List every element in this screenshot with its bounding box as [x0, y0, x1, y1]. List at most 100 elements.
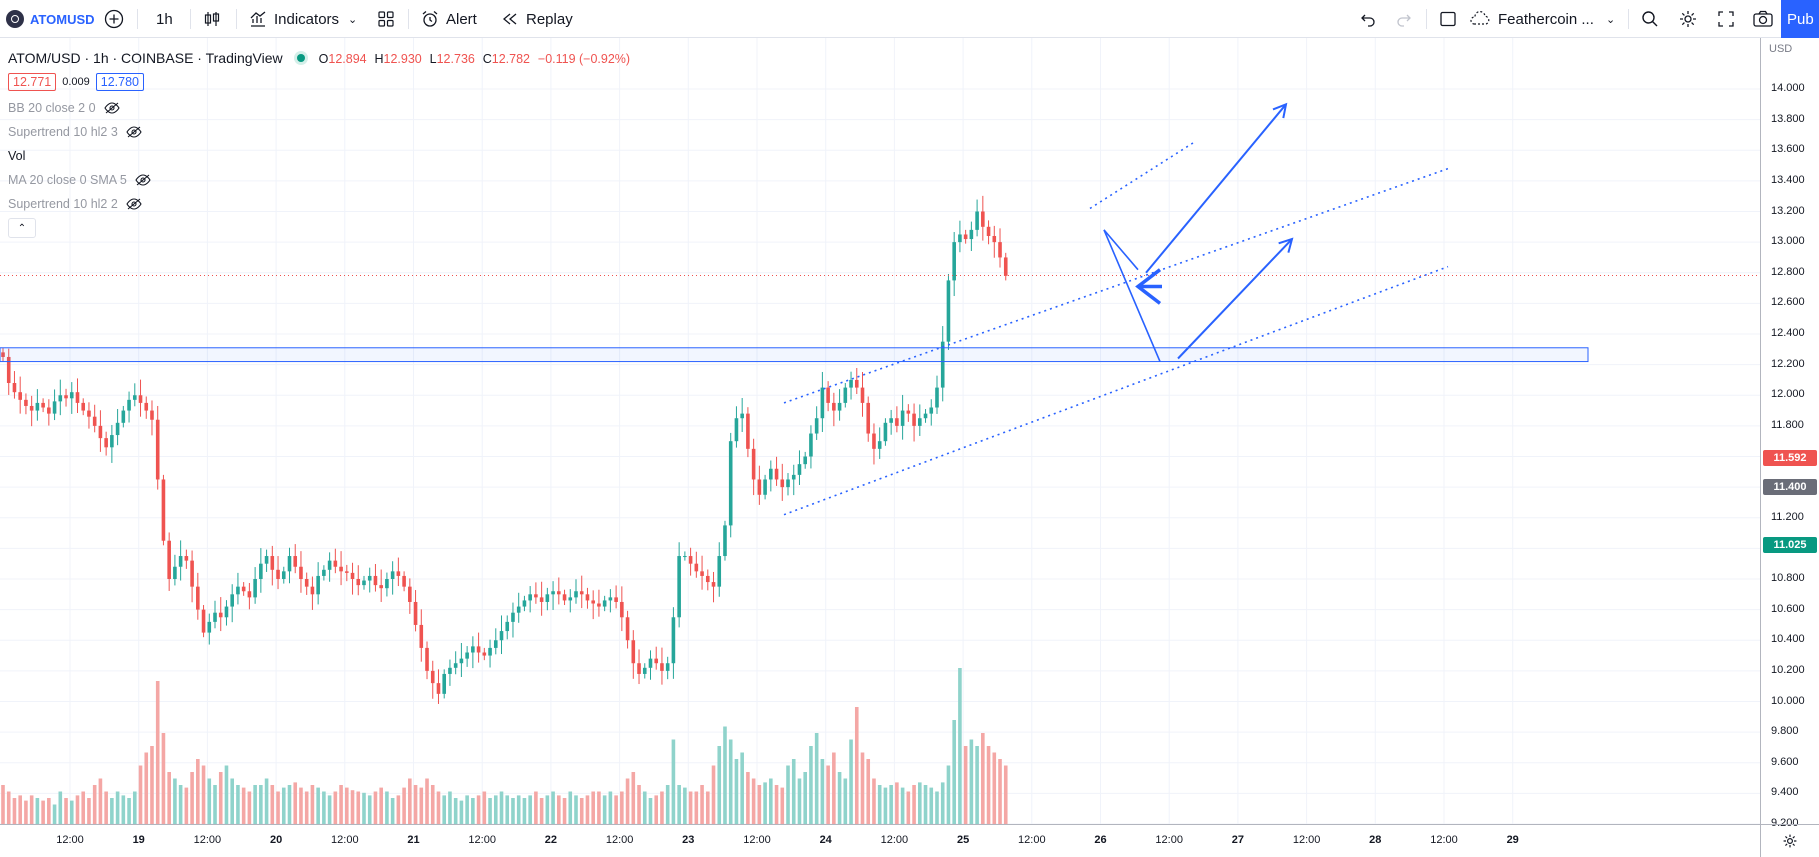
price-axis[interactable]: USD 14.000 13.800 13.600 13.400 13.200 13.000… [1760, 38, 1819, 829]
volume-bars [1, 668, 1008, 824]
interval-button[interactable]: 1h [156, 0, 173, 38]
publish-label: Pub [1787, 10, 1814, 28]
candle-body [625, 617, 630, 641]
volume-bar [751, 778, 756, 824]
grid [0, 38, 1760, 824]
indicator-volume[interactable]: Vol [8, 144, 630, 168]
volume-bar [872, 778, 876, 824]
candle-body [345, 571, 349, 573]
snapshot-button[interactable] [1752, 0, 1774, 38]
candle-body [264, 556, 269, 564]
legend-title[interactable]: ATOM/USD · 1h · COINBASE · TradingView [8, 50, 283, 66]
undo-button[interactable] [1358, 0, 1378, 38]
cloud-icon [1470, 11, 1490, 25]
volume-bar [763, 782, 767, 824]
candle-body [683, 556, 687, 558]
gear-icon [1783, 834, 1797, 848]
chart-type-button[interactable] [202, 0, 222, 38]
redo-button[interactable] [1394, 0, 1414, 38]
volume-bar [574, 795, 578, 824]
layout-dropdown-button[interactable]: ⌄ [1606, 0, 1615, 38]
layout-templates-button[interactable] [376, 0, 396, 38]
symbol-search-button[interactable]: ATOMUSD [6, 0, 95, 38]
eye-hidden-icon[interactable] [103, 102, 120, 114]
candle-body [459, 658, 464, 664]
price-chart[interactable] [0, 38, 1760, 824]
candle-body [969, 229, 974, 240]
layout-name-button[interactable]: Feathercoin ... [1468, 0, 1594, 38]
settings-button[interactable] [1678, 0, 1698, 38]
ohlc-high: 12.930 [383, 52, 422, 66]
volume-bar [161, 733, 166, 824]
volume-bar [339, 785, 343, 824]
rewind-icon [502, 13, 517, 25]
axis-settings-button[interactable] [1760, 824, 1819, 857]
volume-bar [929, 787, 934, 824]
indicator-bb[interactable]: BB 20 close 2 0 [8, 96, 630, 120]
search-button[interactable] [1640, 0, 1660, 38]
candle-body [814, 418, 819, 434]
candle-body [700, 571, 704, 576]
volume-bar [207, 778, 212, 824]
price-tick-label: 14.000 [1771, 82, 1805, 94]
replay-button[interactable]: Replay [500, 0, 573, 38]
eye-hidden-icon[interactable] [126, 126, 142, 138]
legend-collapse-button[interactable]: ⌃ [8, 218, 36, 238]
fullscreen-button[interactable] [1716, 0, 1736, 38]
candle-body [637, 663, 641, 674]
fullscreen-select-button[interactable] [1438, 0, 1458, 38]
volume-bar [734, 759, 739, 824]
volume-bar [52, 804, 57, 824]
volume-bar [545, 795, 550, 824]
indicator-supertrend-3[interactable]: Supertrend 10 hl2 3 [8, 120, 630, 144]
volume-bar [648, 798, 653, 824]
indicator-ma[interactable]: MA 20 close 0 SMA 5 [8, 168, 630, 192]
compare-add-button[interactable] [104, 0, 124, 38]
candle-body [167, 540, 171, 579]
candle-body [396, 571, 401, 576]
time-tick-label: 28 [1369, 834, 1382, 846]
candle-body [774, 468, 779, 480]
candle-body [912, 413, 916, 426]
indicators-chart-icon [250, 11, 266, 27]
candle-body [293, 556, 298, 567]
candle-body [110, 435, 114, 448]
eye-hidden-icon[interactable] [126, 198, 142, 210]
chevron-down-icon: ⌄ [348, 13, 358, 26]
sell-price-button[interactable]: 12.771 [8, 73, 57, 91]
alert-button[interactable]: Alert [420, 0, 477, 38]
volume-bar [247, 791, 252, 824]
time-axis[interactable]: 12:00 19 12:00 20 12:00 21 12:00 22 12:00 23 12:00… [0, 824, 1760, 857]
publish-button[interactable]: Pub [1781, 0, 1819, 38]
candle-body [791, 474, 796, 480]
candle-body [287, 556, 292, 572]
volume-bar [367, 795, 372, 824]
volume-bar [408, 778, 412, 824]
expand-icon [1718, 11, 1734, 27]
candle-body [41, 402, 45, 408]
volume-bar [127, 798, 131, 824]
candle-body [809, 433, 813, 457]
volume-bar [522, 798, 527, 824]
volume-bar [453, 798, 458, 824]
candle-body [975, 211, 979, 230]
time-tick-label: 19 [132, 834, 145, 846]
eye-hidden-icon[interactable] [135, 174, 151, 186]
volume-bar [883, 787, 888, 824]
price-tick-label: 9.600 [1771, 755, 1799, 768]
chart-pane[interactable] [0, 38, 1760, 824]
currency-label[interactable]: USD [1769, 43, 1793, 55]
volume-bar [493, 795, 498, 824]
candle-body [837, 402, 842, 411]
volume-bar [293, 782, 298, 824]
indicator-supertrend-2[interactable]: Supertrend 10 hl2 2 [8, 192, 630, 216]
indicators-dropdown-button[interactable]: ⌄ [348, 0, 357, 38]
candle-body [505, 621, 510, 632]
candle-body [327, 560, 332, 570]
indicators-button[interactable]: Indicators [248, 0, 339, 38]
volume-bar [121, 795, 126, 824]
buy-price-button[interactable]: 12.780 [95, 73, 144, 91]
volume-bar [35, 798, 40, 824]
price-tick-label: 13.000 [1771, 235, 1805, 248]
volume-bar [322, 791, 326, 824]
